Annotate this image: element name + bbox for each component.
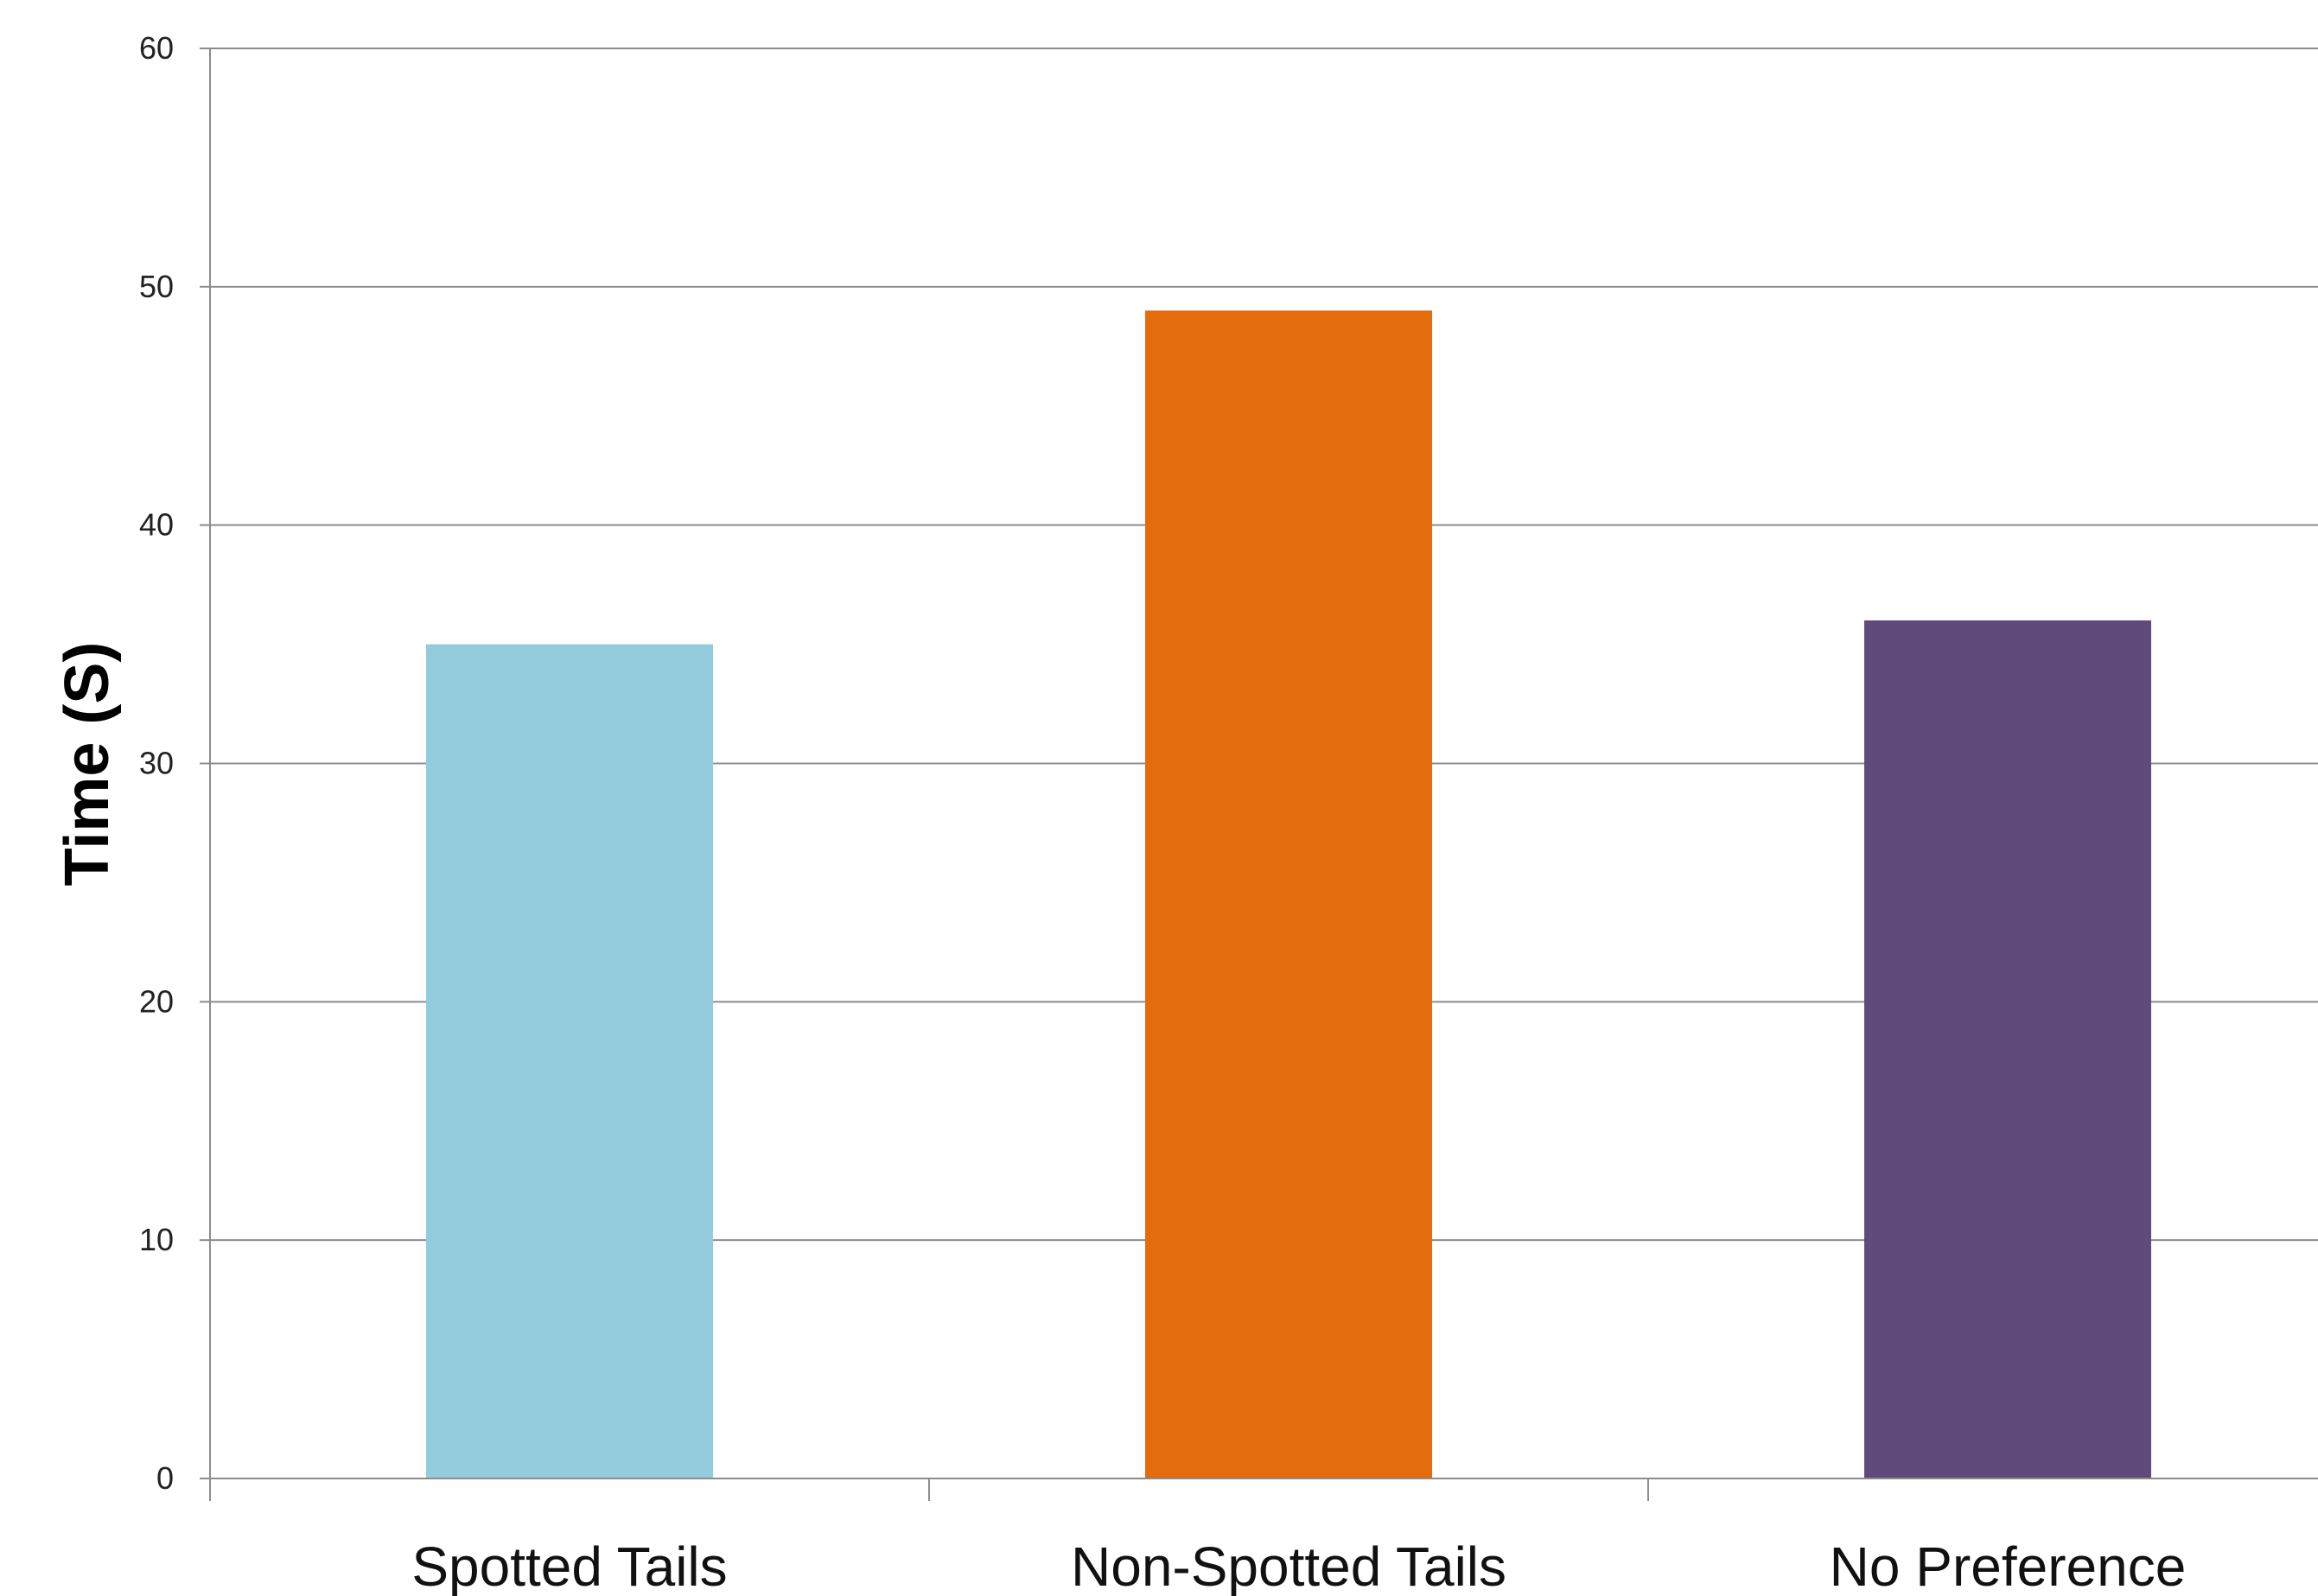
x-tick-label: Non-Spotted Tails — [1071, 1536, 1506, 1596]
y-tick-labels: 0 10 20 30 40 50 60 — [139, 30, 174, 1496]
bars — [426, 310, 2151, 1479]
y-tick-label: 50 — [139, 269, 174, 304]
y-tick-label: 20 — [139, 983, 174, 1019]
bar — [426, 644, 713, 1478]
x-tick-label: Spotted Tails — [411, 1536, 727, 1596]
bar — [1145, 310, 1432, 1479]
x-tick-labels: Spotted Tails Non-Spotted Tails No Prefere… — [411, 1536, 2186, 1596]
axes — [200, 48, 2318, 1501]
y-tick-label: 60 — [139, 30, 174, 66]
x-tick-label: No Preference — [1830, 1536, 2187, 1596]
y-tick-label: 0 — [156, 1460, 174, 1496]
bar — [1864, 620, 2151, 1478]
y-tick-label: 30 — [139, 746, 174, 781]
y-tick-label: 40 — [139, 507, 174, 543]
y-axis-title: Time (S) — [53, 642, 122, 887]
y-tick-label: 10 — [139, 1222, 174, 1257]
